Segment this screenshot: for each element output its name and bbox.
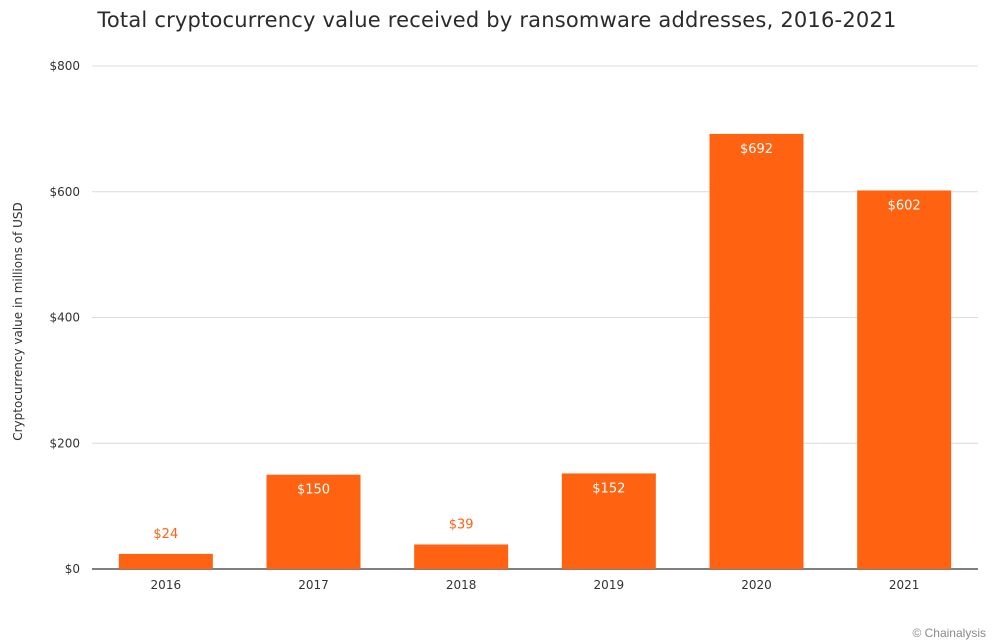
x-tick-label: 2016 xyxy=(151,578,182,592)
bar-data-labels: $24 $150 $39 $152 $692 $602 xyxy=(153,142,920,542)
data-label-2016: $24 xyxy=(153,527,178,542)
y-tick-label: $0 xyxy=(65,562,80,576)
bars xyxy=(118,133,952,569)
bar-2017 xyxy=(266,474,361,569)
bar-2019 xyxy=(561,473,656,569)
chart-title: Total cryptocurrency value received by r… xyxy=(97,8,897,32)
data-label-2019: $152 xyxy=(592,481,625,496)
bar-2018 xyxy=(414,544,509,569)
x-tick-label: 2019 xyxy=(594,578,625,592)
bar-2021 xyxy=(857,190,952,569)
x-tick-label: 2017 xyxy=(298,578,329,592)
y-tick-label: $800 xyxy=(49,59,80,73)
gridlines xyxy=(92,65,978,570)
x-tick-label: 2018 xyxy=(446,578,477,592)
x-tick-label: 2020 xyxy=(741,578,772,592)
bar-2020 xyxy=(709,133,804,569)
y-tick-label: $200 xyxy=(49,436,80,450)
data-label-2020: $692 xyxy=(740,142,773,157)
y-tick-label: $400 xyxy=(49,311,80,325)
x-tick-label: 2021 xyxy=(889,578,920,592)
x-axis-ticks: 2016 2017 2018 2019 2020 2021 xyxy=(151,578,920,592)
watermark: © Chainalysis xyxy=(912,626,986,640)
bar-2016 xyxy=(118,553,213,569)
y-axis-label: Cryptocurrency value in millions of USD xyxy=(11,202,25,441)
data-label-2018: $39 xyxy=(449,517,474,532)
y-axis-ticks: $0 $200 $400 $600 $800 xyxy=(49,59,80,576)
data-label-2021: $602 xyxy=(888,198,921,213)
y-tick-label: $600 xyxy=(49,185,80,199)
data-label-2017: $150 xyxy=(297,483,330,498)
